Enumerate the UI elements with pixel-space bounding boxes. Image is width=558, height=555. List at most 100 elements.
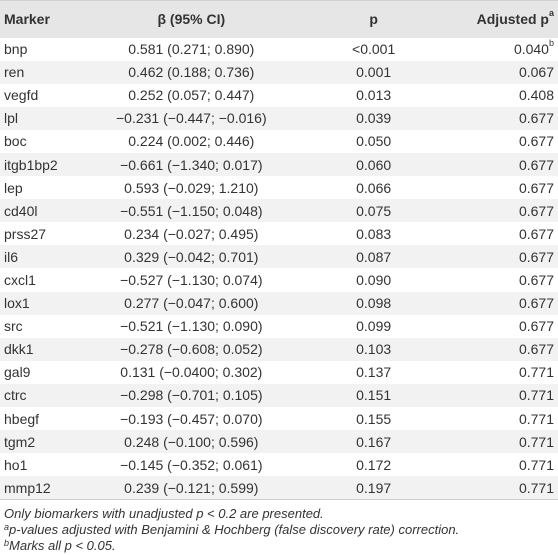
header-row: Marker β (95% CI) p Adjusted pa (0, 0, 558, 38)
footnote-2-sup: a (4, 522, 10, 532)
cell-p: 0.137 (356, 364, 392, 381)
cell-adjusted-value: 0.771 (518, 387, 554, 404)
cell-beta: 0.234 (−0.027; 0.495) (124, 225, 259, 242)
cell-adjusted-value: 0.771 (518, 410, 554, 427)
table-header: Marker β (95% CI) p Adjusted pa (0, 0, 558, 38)
cell-adjusted-value: 0.677 (518, 341, 554, 358)
cell-adjusted-p: 0.771 (443, 453, 558, 476)
table-row: ren 0.462 (0.188; 0.736) 0.001 0.067 (0, 60, 558, 84)
cell-p: 0.099 (356, 318, 392, 335)
cell-beta: 0.593 (−0.029; 1.210) (124, 179, 259, 196)
cell-p: 0.172 (356, 456, 392, 473)
cell-adjusted-value: 0.771 (518, 456, 554, 473)
table-row: itgb1bp2 −0.661 (−1.340; 0.017) 0.060 0.677 (0, 152, 558, 177)
header-adjusted-sup: a (548, 8, 554, 19)
cell-marker: bnp (4, 41, 28, 58)
cell-marker: mmp12 (0, 476, 79, 500)
cell-beta: 0.277 (−0.047; 0.600) (124, 295, 259, 312)
table-row: ctrc −0.298 (−0.701; 0.105) 0.151 0.771 (0, 383, 558, 407)
cell-adjusted-p: 0.677 (443, 176, 558, 199)
cell-adjusted-p: 0.677 (443, 338, 558, 361)
cell-beta: 0.581 (0.271; 0.890) (128, 41, 255, 58)
cell-adjusted-value: 0.040 (513, 41, 549, 58)
cell-adjusted-p: 0.677 (443, 199, 558, 222)
cell-adjusted-sup: b (548, 38, 554, 49)
cell-p: 0.090 (356, 271, 392, 288)
cell-adjusted-value: 0.677 (518, 156, 554, 173)
cell-p: 0.087 (356, 248, 392, 265)
cell-beta: −0.551 (−1.150; 0.048) (120, 202, 263, 219)
cell-adjusted-p: 0.067 (443, 61, 558, 84)
cell-marker: vegfd (4, 87, 39, 104)
cell-p: 0.039 (356, 110, 392, 127)
cell-adjusted-p: 0.677 (443, 153, 558, 176)
header-beta: β (95% CI) (78, 0, 304, 38)
cell-p: 0.098 (356, 295, 392, 312)
cell-beta: −0.278 (−0.608; 0.052) (120, 341, 263, 358)
footnote-1: Only biomarkers with unadjusted p < 0.2 … (4, 506, 324, 521)
cell-adjusted-p: 0.677 (443, 315, 558, 338)
cell-beta: −0.193 (−0.457; 0.070) (120, 410, 263, 427)
header-marker: Marker (0, 0, 79, 38)
cell-beta: 0.239 (−0.121; 0.599) (78, 476, 304, 500)
cell-beta: 0.248 (−0.100; 0.596) (124, 433, 259, 450)
cell-beta: 0.329 (−0.042; 0.701) (124, 248, 259, 265)
cell-p: 0.050 (356, 133, 392, 150)
cell-adjusted-value: 0.677 (518, 295, 554, 312)
cell-p: 0.075 (356, 202, 392, 219)
table-footnotes: Only biomarkers with unadjusted p < 0.2 … (4, 506, 554, 554)
cell-p: 0.060 (356, 156, 392, 173)
cell-adjusted-p: 0.040b (443, 38, 558, 61)
cell-marker: hbegf (4, 410, 40, 427)
table-row: ho1 −0.145 (−0.352; 0.061) 0.172 0.771 (0, 453, 558, 476)
cell-beta: 0.252 (0.057; 0.447) (128, 87, 255, 104)
cell-marker: lox1 (4, 295, 30, 312)
cell-adjusted-value: 0.677 (518, 179, 554, 196)
table-body: bnp 0.581 (0.271; 0.890) <0.001 0.040b ren 0.… (0, 38, 558, 500)
cell-adjusted-p: 0.677 (443, 222, 558, 245)
cell-adjusted-value: 0.677 (518, 110, 554, 127)
cell-beta: −0.521 (−1.130; 0.090) (120, 318, 263, 335)
cell-adjusted-p: 0.677 (443, 245, 558, 268)
cell-adjusted-p: 0.771 (443, 430, 558, 453)
table-row: gal9 0.131 (−0.0400; 0.302) 0.137 0.771 (0, 361, 558, 384)
table-row: lpl −0.231 (−0.447; −0.016) 0.039 0.677 (0, 106, 558, 130)
cell-marker: lep (4, 179, 23, 196)
table-row: vegfd 0.252 (0.057; 0.447) 0.013 0.408 (0, 84, 558, 107)
cell-adjusted-p: 0.771 (443, 384, 558, 407)
footnote-3: bMarks all p < 0.05. (4, 538, 554, 554)
cell-adjusted-p: 0.408 (443, 84, 558, 107)
cell-adjusted-p: 0.677 (443, 268, 558, 291)
cell-marker: ho1 (4, 456, 28, 473)
table-row: hbegf −0.193 (−0.457; 0.070) 0.155 0.771 (0, 407, 558, 430)
cell-adjusted-p: 0.677 (443, 292, 558, 315)
cell-p: 0.155 (356, 410, 392, 427)
table-row: dkk1 −0.278 (−0.608; 0.052) 0.103 0.677 (0, 337, 558, 361)
cell-marker: src (4, 318, 23, 335)
table-row: src −0.521 (−1.130; 0.090) 0.099 0.677 (0, 315, 558, 338)
cell-adjusted-value: 0.771 (518, 433, 554, 450)
cell-marker: gal9 (4, 364, 31, 381)
table-row: mmp12 0.239 (−0.121; 0.599) 0.197 0.771 (0, 476, 558, 500)
cell-adjusted-value: 0.771 (518, 364, 554, 381)
cell-p: 0.103 (356, 341, 392, 358)
table-row: bnp 0.581 (0.271; 0.890) <0.001 0.040b (0, 38, 558, 61)
cell-adjusted-p: 0.771 (443, 476, 558, 500)
cell-p: 0.013 (356, 87, 392, 104)
biomarker-table: Marker β (95% CI) p Adjusted pa bnp 0.581… (0, 0, 558, 500)
cell-p: 0.197 (303, 476, 444, 500)
header-adjusted-p: Adjusted pa (443, 0, 558, 38)
cell-beta: −0.661 (−1.340; 0.017) (120, 156, 263, 173)
cell-adjusted-value: 0.677 (518, 248, 554, 265)
cell-marker: dkk1 (4, 341, 34, 358)
cell-adjusted-value: 0.677 (518, 225, 554, 242)
table-row: boc 0.224 (0.002; 0.446) 0.050 0.677 (0, 130, 558, 153)
cell-adjusted-p: 0.677 (443, 130, 558, 153)
cell-adjusted-value: 0.677 (518, 133, 554, 150)
cell-adjusted-value: 0.677 (518, 202, 554, 219)
cell-p: 0.083 (356, 225, 392, 242)
cell-beta: 0.462 (0.188; 0.736) (128, 64, 255, 81)
table-row: tgm2 0.248 (−0.100; 0.596) 0.167 0.771 (0, 430, 558, 454)
cell-adjusted-value: 0.408 (518, 87, 554, 104)
cell-p: 0.167 (356, 433, 392, 450)
